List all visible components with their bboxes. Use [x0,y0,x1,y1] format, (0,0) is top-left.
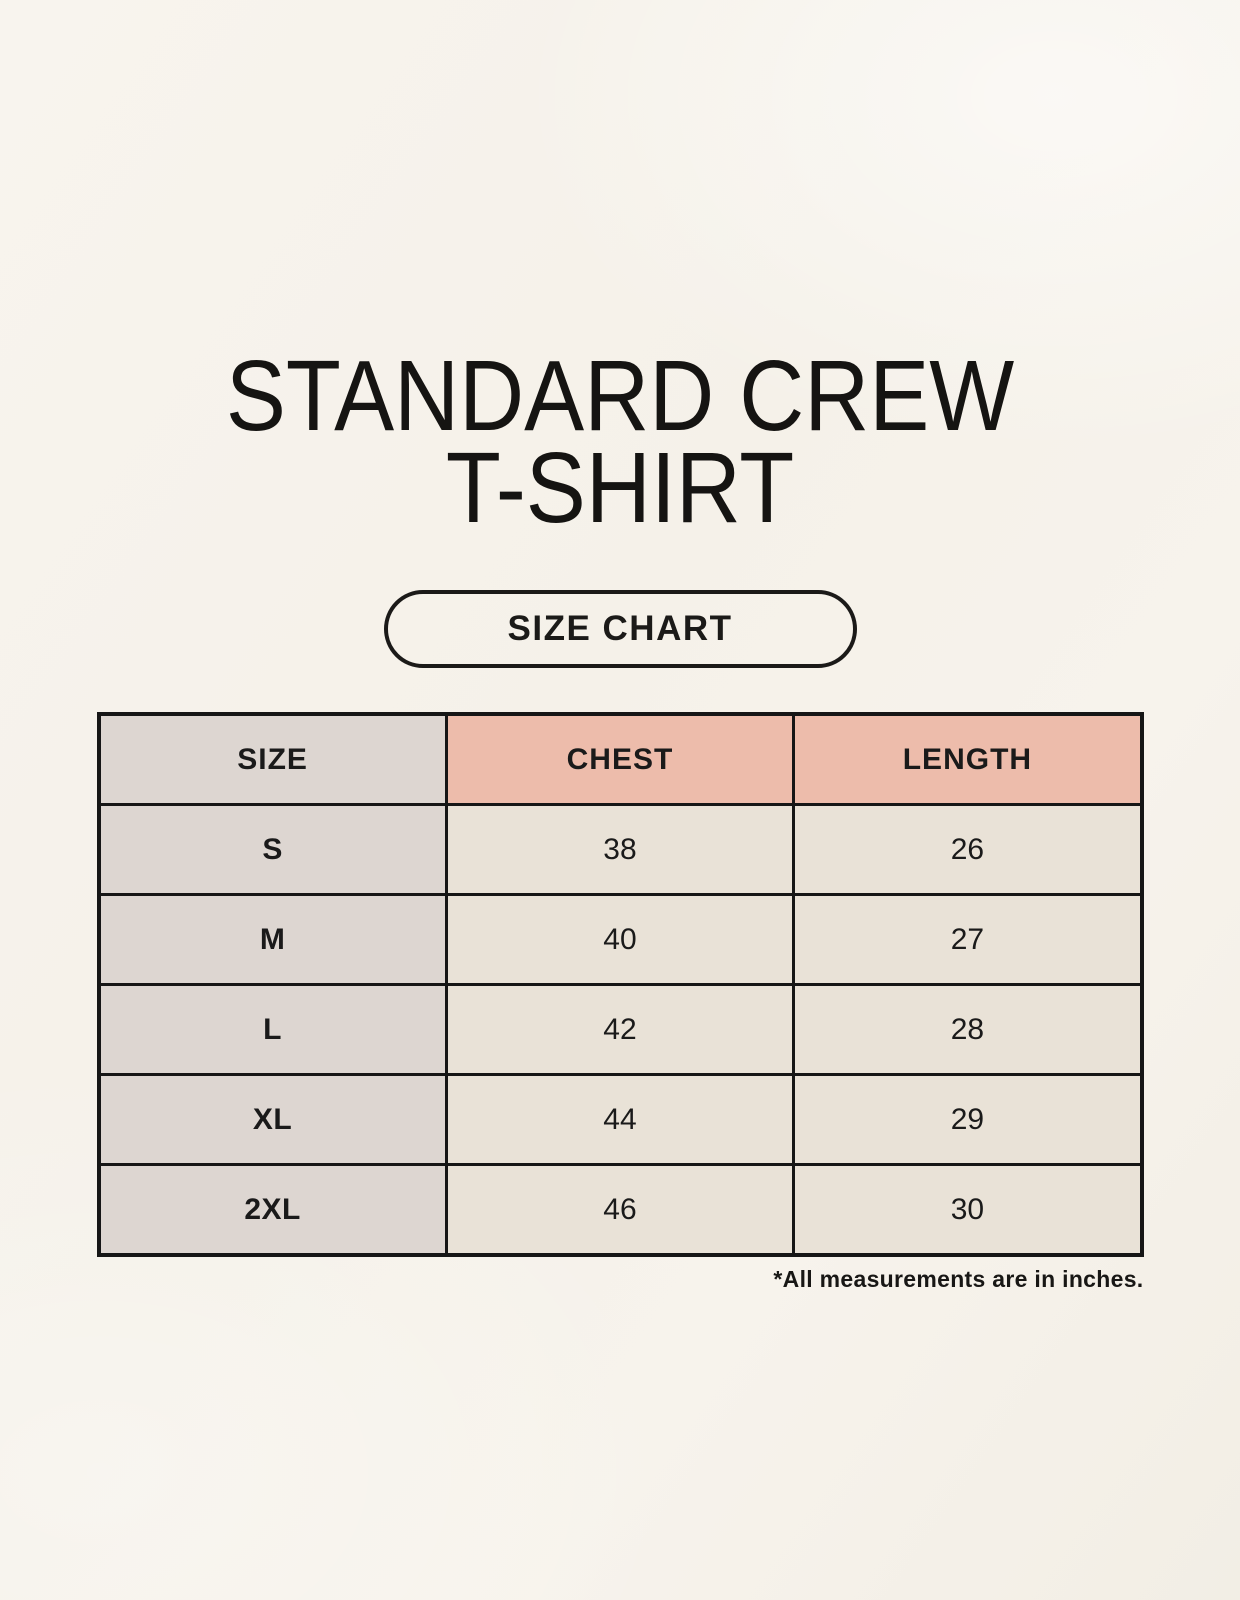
size-chart-badge-label: SIZE CHART [507,609,733,648]
chest-cell: 38 [444,803,796,896]
length-cell: 29 [792,1073,1143,1166]
table-header-row: SIZE CHEST LENGTH [97,712,1143,806]
page-title: STANDARD CREW T-SHIRT [62,0,1178,544]
table-row: M 40 27 [97,893,1143,986]
size-chart-badge: SIZE CHART [383,590,857,668]
header-chest: CHEST [444,712,796,806]
table-row: L 42 28 [97,983,1143,1076]
page-title-line-1: STANDARD CREW [225,340,1015,452]
chest-cell: 42 [444,983,796,1076]
page-title-line-2: T-SHIRT [445,432,795,544]
length-cell: 28 [792,983,1143,1076]
chest-cell: 44 [444,1073,796,1166]
table-row: S 38 26 [97,803,1143,896]
measurements-footnote: *All measurements are in inches. [773,1266,1144,1292]
size-cell: 2XL [97,1163,448,1257]
size-table: SIZE CHEST LENGTH S 38 26 M 40 27 L 42 2… [96,712,1144,1257]
size-cell: S [97,803,448,896]
size-cell: L [97,983,448,1076]
header-length: LENGTH [792,712,1143,806]
length-cell: 27 [792,893,1143,986]
chest-cell: 40 [444,893,796,986]
length-cell: 26 [792,803,1143,896]
chest-cell: 46 [444,1163,796,1257]
length-cell: 30 [792,1163,1143,1257]
size-cell: M [97,893,448,986]
table-row: XL 44 29 [97,1073,1143,1166]
header-size: SIZE [97,712,448,806]
table-row: 2XL 46 30 [97,1163,1143,1257]
size-cell: XL [97,1073,448,1166]
